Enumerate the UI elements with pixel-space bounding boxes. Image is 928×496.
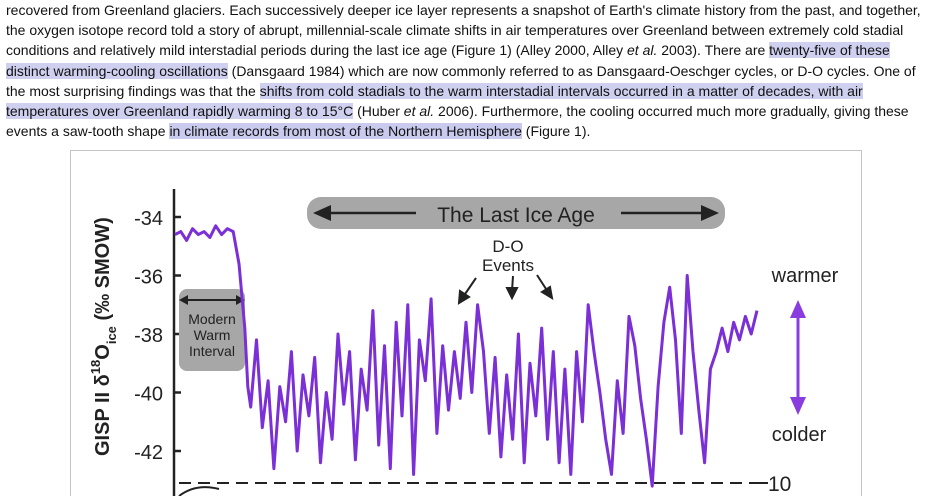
do-event-arrows bbox=[457, 274, 554, 305]
text-run: (Huber bbox=[353, 103, 404, 120]
colder-label: colder bbox=[772, 424, 827, 446]
warmer-arrow-head bbox=[790, 300, 806, 318]
text-run: recovered from Greenland glaciers. Each … bbox=[6, 2, 921, 59]
text-run: (Figure 1). bbox=[521, 123, 591, 140]
right-tick-label: 10 bbox=[768, 473, 791, 496]
figure-1: GISP II δ18Oice (‰ SMOW) -34 -36 -38 -40 -42… bbox=[70, 150, 862, 496]
y-tick-label: -36 bbox=[134, 267, 163, 289]
y-axis-label: GISP II δ18Oice (‰ SMOW) bbox=[88, 217, 119, 456]
y-tick-label: -38 bbox=[134, 325, 163, 347]
do-events-label-line1: D-O bbox=[492, 237, 523, 256]
y-tick-label: -42 bbox=[134, 442, 163, 464]
banner-bg bbox=[307, 197, 725, 229]
modern-arrow-right-head bbox=[236, 295, 245, 305]
highlight-northern-hemisphere[interactable]: in climate records from most of the Nort… bbox=[169, 123, 522, 140]
y-tick-label: -34 bbox=[134, 208, 163, 230]
text-run: (Dansgaard 1984) which are now commonly … bbox=[6, 62, 916, 99]
text-run: 2003). There are bbox=[657, 42, 770, 59]
do-events-label-line2: Events bbox=[482, 256, 534, 275]
modern-warm-interval-box bbox=[179, 289, 245, 371]
warmer-label: warmer bbox=[771, 265, 839, 287]
banner-title: The Last Ice Age bbox=[437, 204, 595, 227]
banner-arrow-left-head bbox=[313, 205, 331, 221]
lower-curve-fragment bbox=[178, 486, 220, 496]
y-tick-label: -40 bbox=[134, 384, 163, 406]
article-paragraph: recovered from Greenland glaciers. Each … bbox=[6, 0, 924, 141]
text-run-italic: et al. bbox=[627, 42, 658, 59]
y-ticks: -34 -36 -38 -40 -42 bbox=[134, 208, 181, 464]
modern-label-line3: Interval bbox=[189, 343, 235, 359]
banner-arrow-right-head bbox=[701, 205, 719, 221]
modern-label-line2: Warm bbox=[194, 327, 231, 343]
modern-label-line1: Modern bbox=[188, 311, 235, 327]
modern-arrow-left-head bbox=[179, 295, 188, 305]
isotope-chart: GISP II δ18Oice (‰ SMOW) -34 -36 -38 -40 -42… bbox=[88, 189, 839, 496]
text-run-italic: et al. bbox=[403, 103, 435, 120]
isotope-series-line bbox=[174, 224, 759, 488]
colder-arrow-head bbox=[790, 397, 806, 415]
text-run: 2006). Furthermore, the cooling occurred… bbox=[6, 103, 909, 140]
